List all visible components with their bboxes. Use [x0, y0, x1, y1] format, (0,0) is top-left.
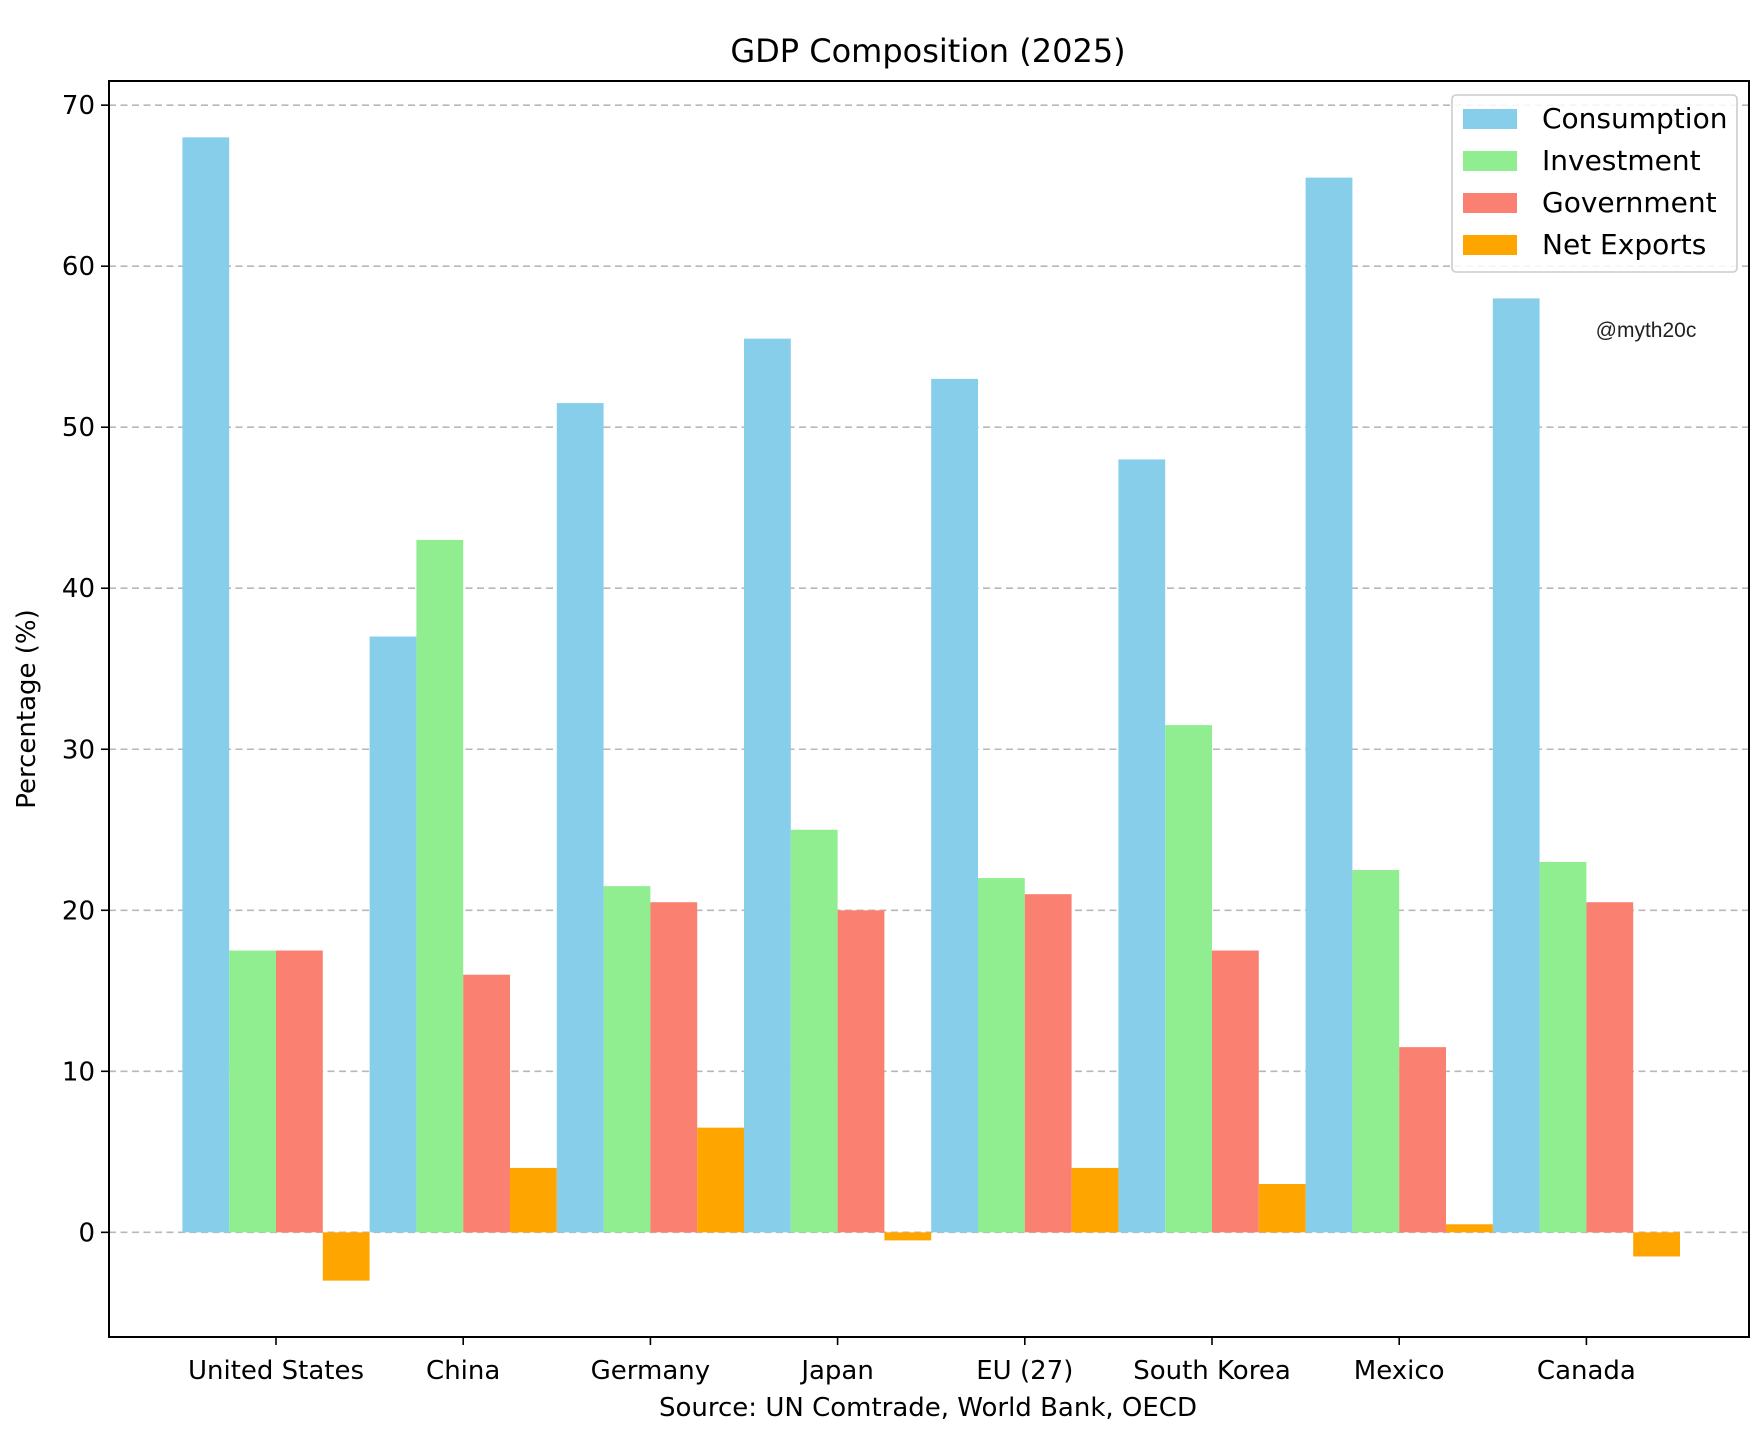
bar-investment-eu-27	[978, 878, 1025, 1233]
bar-net-exports-china	[510, 1167, 557, 1233]
bar-government-china	[463, 974, 510, 1233]
bar-consumption-germany	[556, 403, 604, 1233]
bar-government-mexico	[1399, 1047, 1446, 1233]
bar-investment-canada	[1539, 861, 1587, 1233]
y-tick-label: 50	[62, 413, 95, 443]
y-tick-label: 10	[62, 1057, 95, 1087]
bar-net-exports-mexico	[1446, 1224, 1493, 1233]
y-tick-label: 60	[62, 252, 95, 282]
bar-government-eu-27	[1024, 894, 1072, 1233]
y-tick-label: 0	[78, 1218, 95, 1248]
plot-frame	[108, 80, 1750, 1338]
bar-consumption-united-states	[182, 137, 230, 1233]
bar-net-exports-germany	[697, 1127, 744, 1233]
bar-government-south-korea	[1212, 950, 1259, 1233]
legend-box	[1451, 94, 1738, 273]
bar-net-exports-canada	[1633, 1232, 1680, 1257]
y-tick-label: 70	[62, 91, 95, 121]
x-tick-label: China	[426, 1356, 500, 1386]
x-tick-label: South Korea	[1133, 1356, 1291, 1386]
legend-label: Government	[1542, 186, 1717, 219]
y-tick-label: 20	[62, 896, 95, 926]
bar-consumption-south-korea	[1118, 459, 1166, 1233]
bar-investment-china	[416, 539, 464, 1233]
y-tick-label: 40	[62, 574, 95, 604]
bar-investment-united-states	[229, 950, 276, 1233]
legend-label: Investment	[1542, 144, 1701, 177]
legend-label: Net Exports	[1542, 228, 1706, 261]
bar-government-japan	[837, 910, 885, 1233]
bar-consumption-canada	[1492, 298, 1540, 1233]
x-tick-label: Canada	[1537, 1356, 1636, 1386]
legend: Consumption Investment Government Net Expor…	[1451, 94, 1738, 273]
legend-swatch	[1463, 151, 1517, 171]
bar-government-canada	[1586, 902, 1634, 1233]
bar-net-exports-united-states	[322, 1232, 370, 1281]
bar-consumption-china	[369, 636, 417, 1233]
legend-swatch	[1463, 235, 1517, 255]
bar-government-united-states	[276, 950, 323, 1233]
bar-investment-south-korea	[1165, 725, 1212, 1233]
y-tick-label: 30	[62, 735, 95, 765]
bars	[182, 137, 1680, 1281]
bar-net-exports-japan	[884, 1232, 932, 1241]
chart-title: GDP Composition (2025)	[730, 32, 1125, 70]
bar-net-exports-south-korea	[1258, 1184, 1306, 1233]
bar-consumption-japan	[744, 338, 791, 1233]
bar-investment-mexico	[1352, 870, 1400, 1233]
x-tick-label: United States	[188, 1356, 364, 1386]
bar-consumption-eu-27	[931, 378, 978, 1233]
y-axis-label: Percentage (%)	[12, 609, 42, 809]
x-axis-ticks: United States China Germany Japan EU (27) Sou…	[188, 1337, 1636, 1386]
legend-swatch	[1463, 193, 1517, 213]
x-tick-label: EU (27)	[976, 1356, 1073, 1386]
bar-investment-japan	[790, 829, 838, 1233]
bar-investment-germany	[603, 886, 651, 1233]
legend-label: Consumption	[1542, 102, 1727, 135]
bar-government-germany	[650, 902, 698, 1233]
x-tick-label: Japan	[799, 1356, 874, 1386]
bar-net-exports-eu-27	[1071, 1167, 1119, 1233]
legend-swatch	[1463, 109, 1517, 129]
x-tick-label: Mexico	[1354, 1356, 1445, 1386]
x-axis-label: Source: UN Comtrade, World Bank, OECD	[659, 1393, 1197, 1423]
bar-consumption-mexico	[1305, 177, 1353, 1233]
x-tick-label: Germany	[591, 1356, 711, 1386]
watermark-text: @myth20c	[1596, 319, 1697, 342]
y-axis-ticks: 0 10 20 30 40 50 60 70	[62, 91, 109, 1248]
